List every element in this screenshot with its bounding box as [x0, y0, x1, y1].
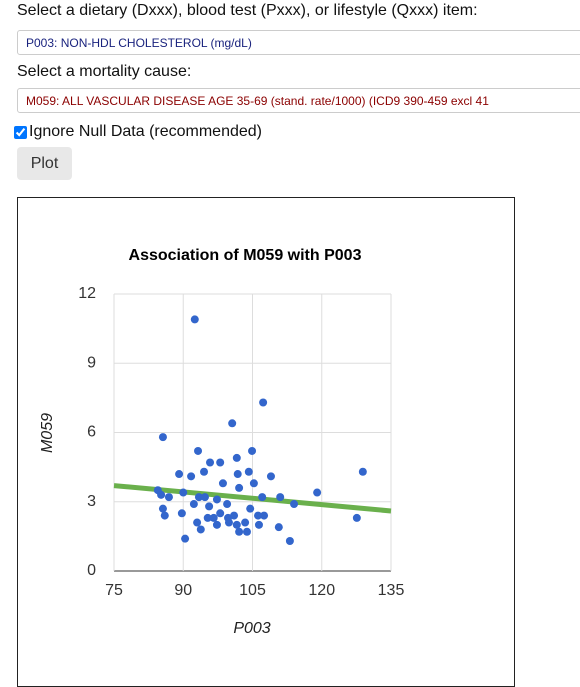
data-point — [205, 502, 214, 511]
chart-frame: Association of M059 with P003 P003 M059 … — [17, 197, 515, 687]
y-tick-label: 6 — [87, 424, 96, 441]
data-point — [206, 458, 215, 467]
y-tick-label: 0 — [87, 562, 96, 579]
mortality-select[interactable]: M059: ALL VASCULAR DISEASE AGE 35-69 (st… — [17, 88, 580, 113]
data-point — [290, 500, 299, 509]
data-point — [235, 527, 244, 536]
data-point — [313, 488, 322, 497]
data-point — [160, 511, 169, 520]
y-tick-label: 9 — [87, 354, 96, 371]
x-tick-label: 135 — [378, 582, 405, 599]
plot-button[interactable]: Plot — [17, 147, 72, 180]
data-point — [218, 479, 227, 488]
data-point — [164, 493, 173, 502]
data-point — [175, 470, 184, 479]
data-point — [179, 488, 188, 497]
dietary-select[interactable]: P003: NON-HDL CHOLESTEROL (mg/dL) — [17, 30, 580, 55]
data-point — [254, 511, 263, 520]
x-tick-label: 75 — [105, 582, 123, 599]
data-point — [177, 509, 186, 518]
data-point — [259, 398, 268, 407]
data-point — [216, 458, 225, 467]
data-point — [203, 513, 212, 522]
x-tick-label: 105 — [239, 582, 266, 599]
data-point — [223, 500, 232, 509]
data-point — [254, 520, 263, 529]
data-point — [244, 467, 253, 476]
data-point — [196, 525, 205, 534]
data-point — [358, 467, 367, 476]
data-point — [194, 446, 203, 455]
data-point — [181, 534, 190, 543]
data-point — [241, 518, 250, 527]
data-point — [194, 493, 203, 502]
data-point — [209, 513, 218, 522]
data-point — [212, 495, 221, 504]
data-point — [190, 315, 199, 324]
dietary-label: Select a dietary (Dxxx), blood test (Pxx… — [17, 2, 478, 19]
data-point — [232, 453, 241, 462]
data-point — [352, 513, 361, 522]
data-point — [189, 500, 198, 509]
data-point — [232, 520, 241, 529]
data-point — [224, 518, 233, 527]
x-axis-label: P003 — [233, 620, 270, 637]
data-point — [212, 520, 221, 529]
chart-title: Association of M059 with P003 — [129, 247, 362, 264]
data-point — [228, 419, 237, 428]
data-point — [249, 479, 258, 488]
data-point — [158, 433, 167, 442]
data-point — [216, 509, 225, 518]
data-point — [258, 493, 267, 502]
data-point — [248, 446, 257, 455]
mortality-label: Select a mortality cause: — [17, 63, 192, 80]
chart: Association of M059 with P003 P003 M059 … — [39, 247, 405, 637]
y-axis-label: M059 — [39, 413, 56, 453]
data-point — [200, 467, 209, 476]
data-point — [266, 472, 275, 481]
data-point — [260, 511, 269, 520]
x-tick-label: 120 — [308, 582, 335, 599]
data-point — [200, 493, 209, 502]
data-point — [274, 523, 283, 532]
checkbox-label: Ignore Null Data (recommended) — [29, 123, 262, 140]
data-point — [157, 490, 166, 499]
x-tick-label: 90 — [174, 582, 192, 599]
data-point — [235, 483, 244, 492]
data-point — [233, 470, 242, 479]
data-point — [246, 504, 255, 513]
data-point — [187, 472, 196, 481]
data-point — [193, 518, 202, 527]
y-tick-label: 3 — [87, 493, 96, 510]
ignore-null-checkbox[interactable] — [14, 126, 27, 139]
data-point — [230, 511, 239, 520]
y-tick-label: 12 — [78, 285, 96, 302]
data-point — [158, 504, 167, 513]
data-point — [276, 493, 285, 502]
data-point — [242, 527, 251, 536]
data-point — [285, 536, 294, 545]
